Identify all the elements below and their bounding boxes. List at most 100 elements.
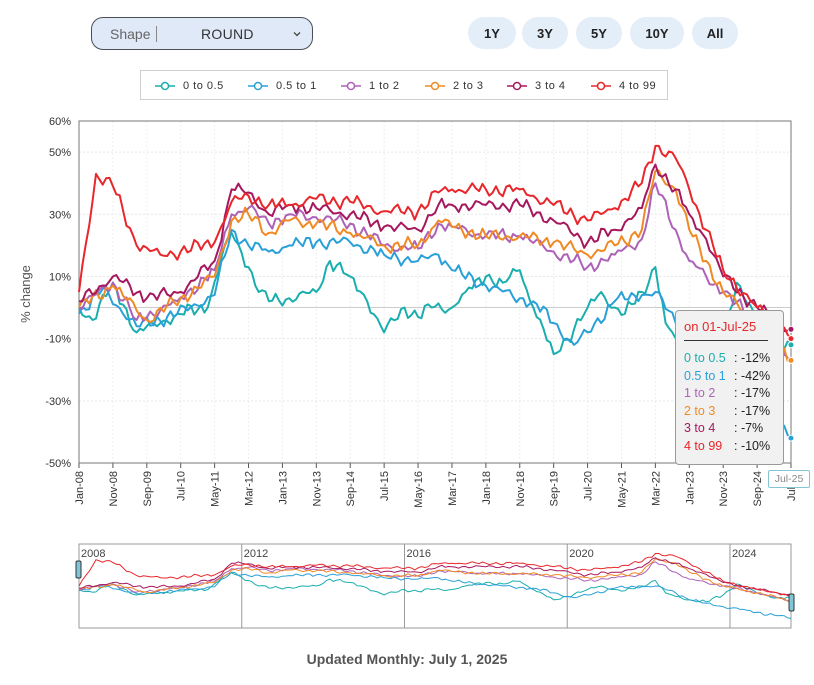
navigator-series-line bbox=[78, 558, 792, 602]
tooltip-series-name: 4 to 99 bbox=[684, 438, 723, 453]
x-tick-label: Nov-18 bbox=[515, 471, 527, 506]
navigator-year-markers: 2008 2012 2016 2020 2024 bbox=[78, 544, 756, 628]
legend-marker-icon bbox=[507, 81, 527, 91]
x-tick-label: May-11 bbox=[210, 471, 222, 507]
series-line[interactable] bbox=[78, 163, 792, 333]
tooltip-row: 2 to 3 : -17% bbox=[684, 404, 775, 422]
y-axis-label: % change bbox=[18, 265, 33, 323]
x-tick-label: Nov-13 bbox=[311, 471, 323, 506]
tooltip-series-value: : -42% bbox=[734, 368, 771, 383]
navigator-series-lines bbox=[78, 553, 792, 619]
series-line[interactable] bbox=[78, 169, 792, 362]
series-lines bbox=[78, 144, 795, 442]
x-tick-label: Jan-08 bbox=[74, 471, 86, 505]
tooltip-row: 1 to 2 : -17% bbox=[684, 386, 775, 404]
series-line[interactable] bbox=[78, 231, 792, 365]
x-tick-labels: Jan-08 Nov-08 Sep-09 Jul-10 May-11 Mar-12 Jan-… bbox=[74, 471, 798, 508]
series-line[interactable] bbox=[78, 144, 792, 340]
legend-label: 3 to 4 bbox=[535, 80, 566, 92]
hover-marker bbox=[787, 325, 795, 333]
navigator-right-handle[interactable] bbox=[788, 593, 795, 612]
tooltip-row: 0.5 to 1 : -42% bbox=[684, 369, 775, 387]
hover-marker bbox=[787, 341, 795, 349]
y-tick-label: 10% bbox=[49, 271, 71, 283]
legend-marker-icon bbox=[425, 81, 445, 91]
navigator-year-label: 2024 bbox=[732, 548, 756, 560]
x-tick-label: Jan-18 bbox=[481, 471, 493, 505]
tooltip-series-value: : -10% bbox=[734, 438, 771, 453]
tooltip-series-name: 0.5 to 1 bbox=[684, 368, 726, 383]
legend-item-2-to-3[interactable]: 2 to 3 bbox=[425, 71, 484, 101]
x-tick-label: Jan-23 bbox=[684, 471, 696, 505]
navigator-year-label: 2020 bbox=[569, 548, 593, 560]
range-5y-button[interactable]: 5Y bbox=[576, 17, 622, 49]
x-tick-label: Nov-23 bbox=[718, 471, 730, 506]
series-line[interactable] bbox=[78, 182, 792, 362]
shape-value: ROUND bbox=[201, 25, 254, 42]
range-1y-button[interactable]: 1Y bbox=[468, 17, 516, 49]
x-tick-label: Jul-20 bbox=[583, 471, 595, 501]
hover-marker bbox=[787, 335, 795, 343]
legend-label: 2 to 3 bbox=[453, 80, 484, 92]
legend-marker-icon bbox=[591, 81, 611, 91]
tooltip-series-name: 1 to 2 bbox=[684, 386, 716, 400]
shape-select[interactable]: Shape ROUND bbox=[91, 17, 313, 50]
legend-item-4-to-99[interactable]: 4 to 99 bbox=[591, 71, 656, 101]
tooltip-row: 4 to 99 : -10% bbox=[684, 439, 775, 457]
navigator-series-line bbox=[79, 557, 792, 596]
navigator-year-label: 2012 bbox=[244, 548, 268, 560]
navigator-year-label: 2008 bbox=[81, 548, 105, 560]
main-chart[interactable]: 60% 50% 30% 10% -10% -30% -50% Jan-08 Nov-08 Sep… bbox=[0, 108, 814, 538]
tooltip-series-value: : -17% bbox=[734, 386, 771, 400]
legend-item-3-to-4[interactable]: 3 to 4 bbox=[507, 71, 566, 101]
y-tick-label: 60% bbox=[49, 116, 71, 128]
legend-item-0-to-0-5[interactable]: 0 to 0.5 bbox=[155, 71, 224, 101]
chevron-down-icon bbox=[293, 32, 301, 37]
tooltip-series-value: : -12% bbox=[734, 351, 771, 365]
x-tick-label: Jul-15 bbox=[379, 471, 391, 501]
tooltip-series-name: 3 to 4 bbox=[684, 421, 716, 435]
navigator-left-handle[interactable] bbox=[75, 560, 82, 579]
navigator-series-line bbox=[78, 571, 792, 619]
legend-label: 1 to 2 bbox=[369, 80, 400, 92]
navigator-series-line bbox=[78, 572, 792, 603]
y-tick-label: 30% bbox=[49, 209, 71, 221]
x-tick-label: Nov-08 bbox=[108, 471, 120, 506]
chart-legend: 0 to 0.5 0.5 to 1 1 to 2 2 to 3 3 to 4 4… bbox=[140, 70, 668, 100]
legend-marker-icon bbox=[155, 81, 175, 91]
hover-marker bbox=[787, 356, 795, 364]
x-tick-label: Sep-24 bbox=[752, 471, 764, 506]
x-crosshair-label: Jul-25 bbox=[768, 470, 810, 488]
legend-label: 0.5 to 1 bbox=[276, 80, 317, 92]
legend-marker-icon bbox=[248, 81, 268, 91]
tooltip-series-value: : -17% bbox=[734, 403, 771, 418]
y-tick-label: -50% bbox=[45, 458, 71, 470]
chart-tooltip: on 01-Jul-25 0 to 0.5: -12% 0.5 to 1: -4… bbox=[675, 310, 784, 465]
x-tick-label: Mar-17 bbox=[447, 471, 459, 506]
legend-label: 4 to 99 bbox=[619, 80, 657, 92]
navigator-year-label: 2016 bbox=[406, 548, 430, 560]
tooltip-series-name: 2 to 3 bbox=[684, 403, 716, 418]
tooltip-divider bbox=[684, 340, 768, 341]
x-tick-label: Mar-22 bbox=[650, 471, 662, 506]
range-10y-button[interactable]: 10Y bbox=[630, 17, 684, 49]
range-all-button[interactable]: All bbox=[692, 17, 738, 49]
legend-item-1-to-2[interactable]: 1 to 2 bbox=[341, 71, 400, 101]
tooltip-date: on 01-Jul-25 bbox=[684, 319, 757, 334]
tooltip-row: 3 to 4 : -7% bbox=[684, 421, 775, 439]
x-tick-label: May-21 bbox=[616, 471, 628, 508]
x-tick-label: Jul-10 bbox=[176, 471, 188, 501]
tooltip-series-value: : -7% bbox=[734, 421, 764, 435]
x-tick-label: Sep-14 bbox=[345, 471, 357, 506]
x-tick-label: Jan-13 bbox=[277, 471, 289, 505]
navigator-chart[interactable]: 2008 2012 2016 2020 2024 bbox=[0, 540, 814, 632]
x-tick-label: Sep-09 bbox=[142, 471, 154, 506]
y-tick-label: -10% bbox=[45, 334, 71, 346]
series-line[interactable] bbox=[78, 228, 792, 439]
legend-item-0-5-to-1[interactable]: 0.5 to 1 bbox=[248, 71, 317, 101]
y-tick-label: 50% bbox=[49, 147, 71, 159]
shape-label: Shape bbox=[92, 25, 157, 42]
legend-label: 0 to 0.5 bbox=[183, 80, 224, 92]
range-3y-button[interactable]: 3Y bbox=[522, 17, 568, 49]
hover-marker bbox=[787, 434, 795, 442]
